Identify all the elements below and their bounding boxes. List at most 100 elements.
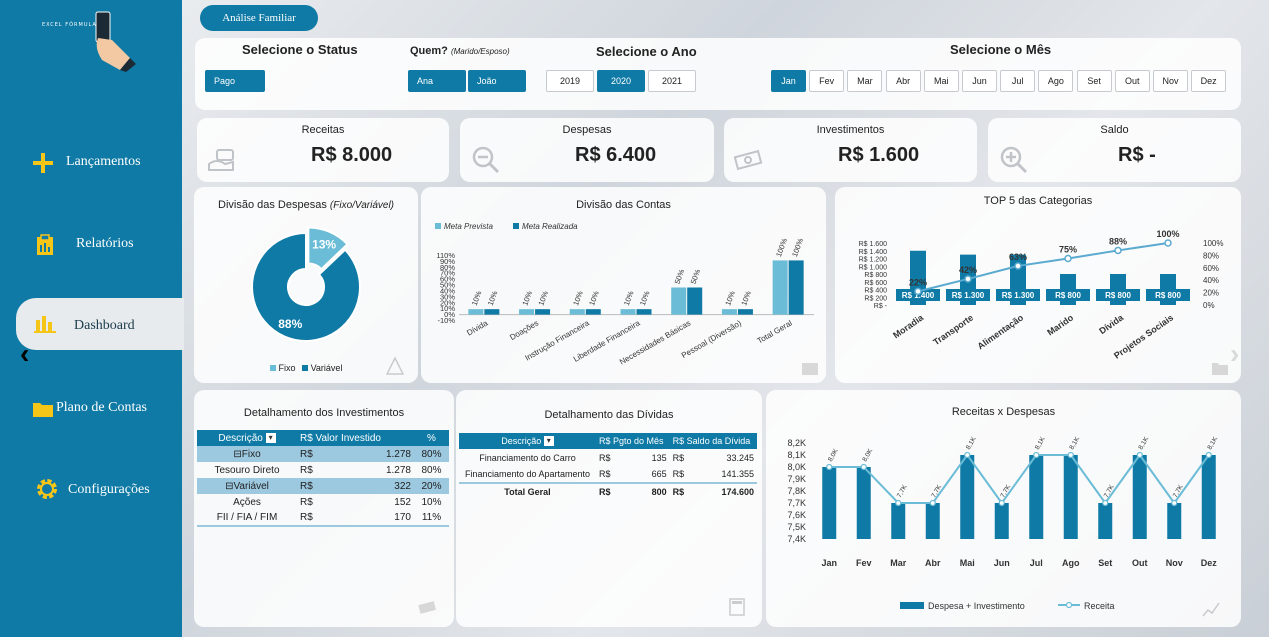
x-tick-label: Total Geral xyxy=(756,318,794,345)
receita-point[interactable] xyxy=(1205,451,1212,459)
receita-point[interactable] xyxy=(826,463,833,471)
expense-bar[interactable] xyxy=(925,503,940,539)
receita-point[interactable] xyxy=(929,499,936,507)
filter-dropdown-icon[interactable]: ▾ xyxy=(543,436,554,447)
y-tick-label: 0% xyxy=(444,310,455,319)
month-option-mai[interactable]: Mai xyxy=(923,70,959,92)
month-option-set[interactable]: Set xyxy=(1076,70,1112,92)
expense-bar[interactable] xyxy=(856,467,871,539)
expense-bar[interactable] xyxy=(1029,455,1044,539)
x-tick-label: Doações xyxy=(508,319,540,343)
bar-meta-realizada[interactable] xyxy=(484,309,500,315)
month-option-out[interactable]: Out xyxy=(1114,70,1150,92)
expense-bar[interactable] xyxy=(1132,455,1147,539)
nav-plano-de-contas[interactable]: Plano de Contas xyxy=(0,388,182,428)
nav-lancamentos[interactable]: Lançamentos xyxy=(0,142,182,182)
bar-meta-prevista[interactable] xyxy=(519,309,535,315)
dividas-panel: Detalhamento das Dívidas Descrição ▾ R$ … xyxy=(456,390,762,627)
nav-configuracoes[interactable]: Configurações xyxy=(0,470,182,510)
month-option-jun[interactable]: Jun xyxy=(962,70,997,92)
month-option-dez[interactable]: Dez xyxy=(1191,70,1227,92)
receita-point[interactable] xyxy=(860,463,867,471)
bar-meta-prevista[interactable] xyxy=(569,309,585,315)
expense-bar[interactable] xyxy=(1167,503,1182,539)
filter-dropdown-icon[interactable]: ▾ xyxy=(265,432,276,443)
table-row[interactable]: Financiamento do Carro R$ 135 R$ 33.245 xyxy=(459,449,757,466)
nav-relatorios[interactable]: Relatórios xyxy=(0,224,182,264)
data-label: 10% xyxy=(536,289,550,306)
year-option-2020[interactable]: 2020 xyxy=(597,70,645,92)
donut-slice-fixo[interactable] xyxy=(307,226,349,271)
year-option-2021[interactable]: 2021 xyxy=(648,70,696,92)
table-row[interactable]: FII / FIA / FIM R$ 170 11% xyxy=(197,510,449,526)
expense-bar[interactable] xyxy=(1201,455,1216,539)
status-option-pago[interactable]: Pago xyxy=(205,70,265,92)
table-row[interactable]: Tesouro Direto R$ 1.278 80% xyxy=(197,462,449,478)
expense-bar[interactable] xyxy=(994,503,1009,539)
month-option-jan[interactable]: Jan xyxy=(771,70,806,92)
bar-meta-realizada[interactable] xyxy=(687,287,703,315)
who-option-ana[interactable]: Ana xyxy=(408,70,466,92)
expense-bar[interactable] xyxy=(822,467,837,539)
month-option-mar[interactable]: Mar xyxy=(847,70,883,92)
receita-point[interactable] xyxy=(1033,451,1040,459)
cumulative-point[interactable] xyxy=(1014,262,1022,270)
month-option-nov[interactable]: Nov xyxy=(1153,70,1188,92)
expense-bar[interactable] xyxy=(960,455,975,539)
cumulative-point[interactable] xyxy=(964,275,972,283)
receita-point[interactable] xyxy=(1171,499,1178,507)
month-option-jul[interactable]: Jul xyxy=(1000,70,1036,92)
row-descricao: FII / FIA / FIM xyxy=(216,512,278,523)
receita-point[interactable] xyxy=(964,451,971,459)
month-option-fev[interactable]: Fev xyxy=(809,70,845,92)
receita-point[interactable] xyxy=(895,499,902,507)
month-option-abr[interactable]: Abr xyxy=(885,70,921,92)
expense-bar[interactable] xyxy=(1063,455,1078,539)
cumulative-point[interactable] xyxy=(1164,239,1172,247)
prev-arrow-icon[interactable]: ‹ xyxy=(20,338,30,369)
donut-slice-variável[interactable] xyxy=(251,231,361,342)
bar-meta-realizada[interactable] xyxy=(585,309,601,315)
table-row[interactable]: ⊟Fixo R$ 1.278 80% xyxy=(197,446,449,462)
bar-meta-prevista[interactable] xyxy=(671,287,687,315)
receita-point[interactable] xyxy=(1102,499,1109,507)
bar-meta-realizada[interactable] xyxy=(737,309,753,315)
bar-meta-realizada[interactable] xyxy=(788,260,804,315)
y-tick-label: 80% xyxy=(440,263,455,272)
who-option-joao[interactable]: João xyxy=(468,70,526,92)
receita-point[interactable] xyxy=(1136,451,1143,459)
bar-meta-prevista[interactable] xyxy=(772,260,788,315)
logo-text: EXCEL FÓRMULA xyxy=(42,22,97,28)
bar-meta-prevista[interactable] xyxy=(721,309,737,315)
kpi-investimentos: Investimentos R$ 1.600 xyxy=(724,118,977,182)
analise-familiar-tab[interactable]: Análise Familiar xyxy=(200,5,318,31)
expense-bar[interactable] xyxy=(891,503,906,539)
bar-meta-prevista[interactable] xyxy=(620,309,636,315)
bar-meta-prevista[interactable] xyxy=(468,309,484,315)
cumulative-point[interactable] xyxy=(914,287,922,296)
table-row[interactable]: Financiamento do Apartamento R$ 665 R$ 141.3… xyxy=(459,466,757,483)
receita-point[interactable] xyxy=(998,499,1005,507)
table-row[interactable]: ⊟Variável R$ 322 20% xyxy=(197,478,449,494)
year-option-2019[interactable]: 2019 xyxy=(546,70,594,92)
bar-meta-realizada[interactable] xyxy=(535,309,551,315)
nav-label: Dashboard xyxy=(74,318,135,333)
row-saldo: 33.245 xyxy=(726,452,754,463)
kpi-title: Saldo xyxy=(1100,124,1129,136)
row-valor: 1.278 xyxy=(341,446,414,462)
month-option-ago[interactable]: Ago xyxy=(1038,70,1074,92)
legend-fixo: Fixo xyxy=(278,363,296,373)
bar-meta-realizada[interactable] xyxy=(636,309,652,315)
y-tick-label: 60% xyxy=(440,275,455,284)
table-row[interactable]: Ações R$ 152 10% xyxy=(197,494,449,510)
cumulative-point[interactable] xyxy=(1114,246,1122,255)
zoom-in-icon xyxy=(1000,146,1028,174)
x-tick-label: Dívida xyxy=(465,318,490,337)
receita-point[interactable] xyxy=(1067,451,1074,459)
investimentos-title: Detalhamento dos Investimentos xyxy=(243,407,405,419)
expense-bar[interactable] xyxy=(1098,503,1113,539)
total-row[interactable]: Total Geral R$ 800 R$ 174.600 xyxy=(459,483,757,500)
cumulative-point[interactable] xyxy=(1064,254,1072,263)
y-tick-label: 40% xyxy=(440,286,455,295)
nav-dashboard[interactable]: Dashboard xyxy=(16,298,184,350)
